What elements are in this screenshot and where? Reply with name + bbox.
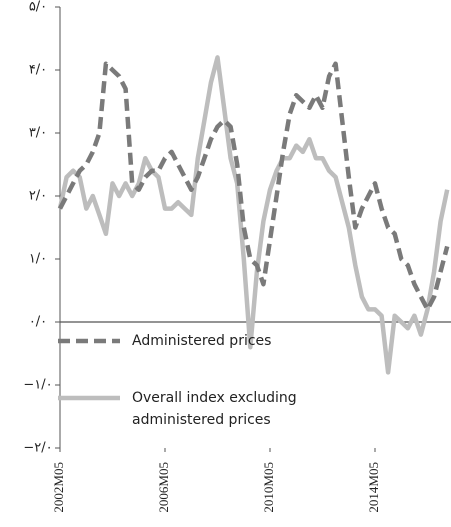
y-tick-label: ۱/۰ [29, 252, 47, 267]
y-tick-label: ۰/۰ [29, 315, 47, 330]
legend-entry: Administered prices [132, 333, 272, 349]
x-tick-label: 2006M05 [156, 462, 171, 513]
y-tick-label: ۴/۰ [29, 63, 47, 78]
legend-label: Overall index excluding administered pri… [132, 390, 297, 428]
legend-entry: Overall index excluding administered pri… [132, 390, 297, 428]
y-tick-label: ۵/۰ [29, 0, 47, 15]
x-tick-label: 2014M05 [366, 462, 381, 513]
y-tick-label: −۱/۰ [23, 378, 52, 393]
y-tick-label: ۲/۰ [29, 189, 47, 204]
x-tick-label: 2010M05 [261, 462, 276, 513]
y-tick-label: −۲/۰ [23, 441, 52, 456]
y-tick-label: ۳/۰ [29, 126, 47, 141]
series-line [57, 55, 450, 375]
x-tick-label: 2002M05 [51, 462, 66, 513]
series-line [58, 61, 450, 312]
legend-label: Administered prices [132, 333, 272, 349]
